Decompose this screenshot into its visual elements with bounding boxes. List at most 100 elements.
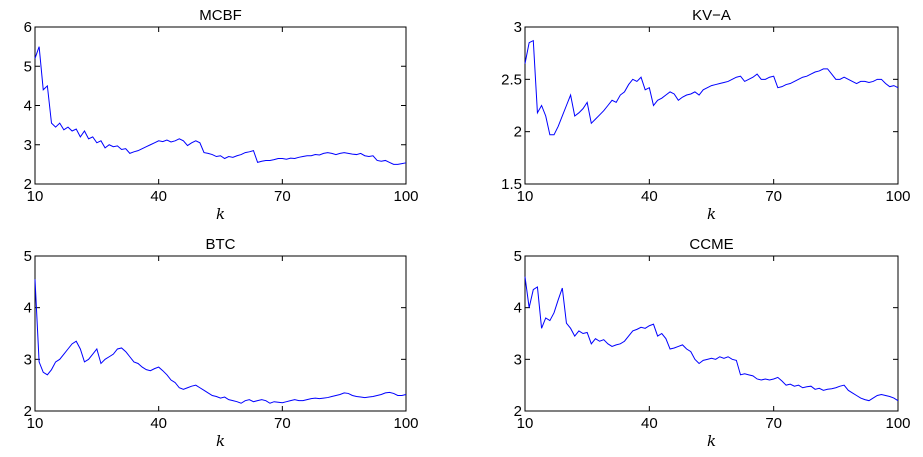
data-point [377, 395, 378, 396]
data-point [777, 377, 778, 378]
data-point [245, 400, 246, 401]
data-point [335, 154, 336, 155]
data-point [645, 328, 646, 329]
y-tick-label: 6 [24, 19, 32, 36]
data-point [558, 126, 559, 127]
data-point [769, 77, 770, 78]
y-tick-label: 5 [24, 58, 32, 75]
data-point [393, 164, 394, 165]
data-point [356, 396, 357, 397]
data-point [265, 160, 266, 161]
data-point [806, 76, 807, 77]
data-point [707, 359, 708, 360]
data-point [740, 76, 741, 77]
data-point [682, 344, 683, 345]
data-point [92, 136, 93, 137]
x-tick-label: 10 [517, 188, 534, 205]
data-point [844, 77, 845, 78]
data-point [401, 395, 402, 396]
data-point [607, 343, 608, 344]
data-point [570, 94, 571, 95]
data-point [657, 100, 658, 101]
data-point [582, 333, 583, 334]
y-tick-label: 3 [24, 351, 32, 368]
data-point [545, 317, 546, 318]
data-point [319, 398, 320, 399]
data-point [67, 348, 68, 349]
data-point [137, 363, 138, 364]
data-point [533, 40, 534, 41]
data-point [744, 373, 745, 374]
data-point [72, 130, 73, 131]
data-point [170, 379, 171, 380]
data-point [43, 372, 44, 373]
data-point [773, 76, 774, 77]
data-point [748, 374, 749, 375]
data-point [611, 346, 612, 347]
data-point [698, 363, 699, 364]
data-point [653, 324, 654, 325]
data-point [212, 154, 213, 155]
data-point [364, 155, 365, 156]
data-point [273, 159, 274, 160]
y-tick-label: 2 [24, 176, 32, 193]
data-point [67, 126, 68, 127]
data-point [245, 152, 246, 153]
data-point [661, 333, 662, 334]
data-point [794, 81, 795, 82]
data-point [249, 399, 250, 400]
data-point [752, 77, 753, 78]
data-point [549, 320, 550, 321]
data-point [707, 87, 708, 88]
data-point [241, 403, 242, 404]
data-point [806, 386, 807, 387]
data-point [76, 128, 77, 129]
data-point [711, 85, 712, 86]
data-point [39, 46, 40, 47]
data-point [578, 330, 579, 331]
data-point [802, 387, 803, 388]
data-point [154, 368, 155, 369]
data-point [191, 386, 192, 387]
data-point [669, 348, 670, 349]
data-point [121, 347, 122, 348]
data-point [860, 397, 861, 398]
data-point [51, 123, 52, 124]
data-point [649, 325, 650, 326]
data-point [335, 395, 336, 396]
y-tick-label: 3 [514, 351, 522, 368]
data-point [368, 396, 369, 397]
data-point [393, 393, 394, 394]
plot-frame-3 [34, 255, 407, 412]
x-axis-label: k [216, 205, 225, 223]
x-tick-label: 40 [641, 188, 658, 205]
data-point [715, 359, 716, 360]
chart-title-4: CCME [689, 236, 733, 253]
data-point [823, 390, 824, 391]
data-point [315, 154, 316, 155]
data-point [298, 400, 299, 401]
data-point [798, 79, 799, 80]
data-point [397, 395, 398, 396]
x-tick-label: 40 [641, 415, 658, 432]
data-point [761, 79, 762, 80]
data-point [715, 84, 716, 85]
data-point [278, 158, 279, 159]
data-point [241, 154, 242, 155]
data-point [298, 157, 299, 158]
data-point [146, 369, 147, 370]
data-point [191, 142, 192, 143]
data-point [889, 396, 890, 397]
data-point [524, 63, 525, 64]
data-point [199, 142, 200, 143]
data-point [389, 392, 390, 393]
data-point [881, 394, 882, 395]
data-point [34, 279, 35, 280]
data-point [175, 140, 176, 141]
data-point [59, 123, 60, 124]
data-point [640, 327, 641, 328]
data-point [129, 356, 130, 357]
data-point [232, 400, 233, 401]
data-point [640, 77, 641, 78]
data-point [150, 144, 151, 145]
